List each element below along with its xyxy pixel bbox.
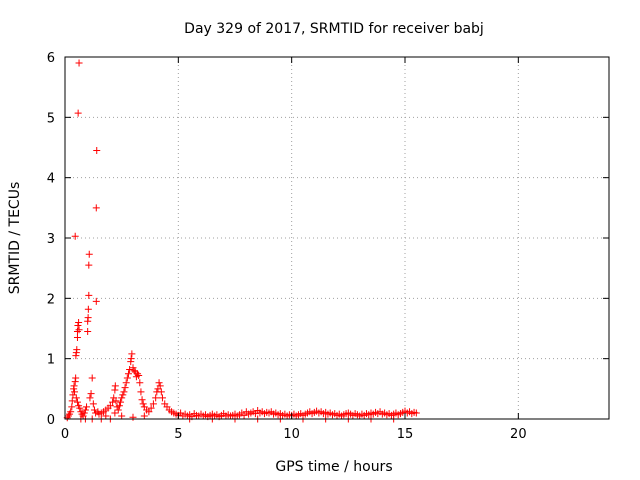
data-point (84, 314, 92, 322)
data-point (130, 367, 138, 375)
data-point (120, 388, 128, 396)
data-point (145, 408, 153, 416)
data-point (64, 412, 72, 420)
data-point (69, 391, 77, 399)
data-point (129, 413, 137, 421)
data-point (115, 402, 123, 410)
data-point (89, 400, 97, 408)
data-point (135, 372, 143, 380)
data-point (119, 391, 127, 399)
y-tick-label: 2 (47, 292, 55, 307)
data-point (117, 398, 125, 406)
data-point (109, 398, 117, 406)
y-tick-label: 6 (47, 51, 55, 66)
y-tick-label: 3 (47, 232, 55, 247)
x-tick-label: 10 (283, 427, 300, 442)
data-point (126, 366, 134, 374)
data-point (67, 408, 75, 416)
data-point (92, 297, 100, 305)
data-point (137, 388, 145, 396)
data-point (84, 328, 92, 336)
data-point (70, 382, 78, 390)
data-point (138, 396, 146, 404)
grid-layer (65, 57, 609, 419)
data-point (111, 409, 119, 417)
data-point (155, 379, 163, 387)
data-point (92, 204, 100, 212)
data-point (68, 397, 76, 405)
data-point (118, 394, 126, 402)
data-point (127, 355, 135, 363)
data-point (123, 374, 131, 382)
data-point (83, 403, 91, 411)
data-point (93, 147, 101, 155)
data-point (80, 409, 88, 417)
data-point (76, 404, 84, 412)
data-point (68, 403, 76, 411)
data-point (85, 250, 93, 258)
data-point (73, 398, 81, 406)
data-point (147, 404, 155, 412)
data-point (129, 364, 137, 372)
y-tick-label: 5 (47, 111, 55, 126)
x-axis-label: GPS time / hours (275, 459, 392, 475)
y-tick-label: 0 (47, 413, 55, 428)
data-point (149, 400, 157, 408)
data-point (124, 370, 132, 378)
data-point (139, 400, 147, 408)
data-point (75, 326, 83, 334)
data-point (81, 406, 89, 414)
data-point (73, 346, 81, 354)
data-point (152, 394, 160, 402)
data-point (87, 390, 95, 398)
data-point (157, 388, 165, 396)
x-tick-label: 0 (61, 427, 69, 442)
data-point (112, 397, 120, 405)
data-point (136, 379, 144, 387)
data-point (158, 394, 166, 402)
chart-title: Day 329 of 2017, SRMTID for receiver bab… (184, 21, 484, 37)
data-point (102, 412, 110, 420)
y-tick-label: 1 (47, 353, 55, 368)
data-point (85, 291, 93, 299)
data-point (128, 350, 136, 358)
data-point (156, 382, 164, 390)
data-point (75, 59, 83, 67)
data-point (73, 328, 81, 336)
data-point (240, 411, 248, 419)
data-point (88, 374, 96, 382)
data-point (412, 409, 420, 417)
data-point (134, 370, 142, 378)
data-point (74, 321, 82, 329)
y-axis-label: SRMTID / TECUs (7, 182, 23, 295)
x-tick-label: 15 (397, 427, 414, 442)
y-tick-label: 4 (47, 172, 55, 187)
data-point (118, 412, 126, 420)
data-point (84, 305, 92, 313)
data-point (140, 412, 148, 420)
x-tick-label: 5 (174, 427, 182, 442)
data-point (121, 384, 129, 392)
data-point (74, 109, 82, 117)
data-point (111, 382, 119, 390)
data-point (71, 232, 79, 240)
data-point (72, 394, 80, 402)
data-point (106, 402, 114, 410)
data-point (86, 394, 94, 402)
data-point (85, 261, 93, 269)
ticks-layer: 0 5 10 15 20 0 1 2 3 4 5 6 (47, 51, 609, 442)
data-point (90, 406, 98, 414)
points-layer (63, 59, 420, 423)
data-point (72, 374, 80, 382)
data-point (75, 318, 83, 326)
data-point (114, 406, 122, 414)
data-point (73, 334, 81, 342)
data-point (122, 379, 130, 387)
data-point (71, 388, 79, 396)
x-tick-label: 20 (510, 427, 527, 442)
